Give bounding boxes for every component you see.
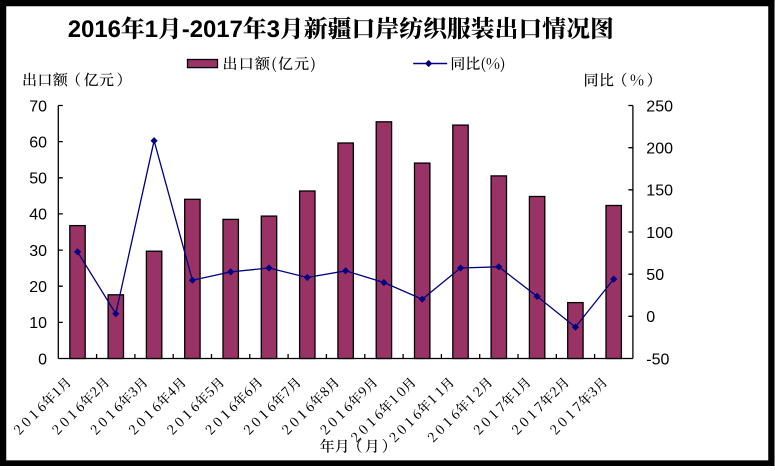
- svg-text:250: 250: [646, 98, 673, 115]
- svg-text:70: 70: [29, 98, 47, 115]
- svg-text:200: 200: [646, 141, 673, 158]
- svg-text:40: 40: [29, 207, 47, 224]
- svg-text:20: 20: [29, 279, 47, 296]
- svg-text:10: 10: [29, 315, 47, 332]
- svg-text:60: 60: [29, 134, 47, 151]
- svg-text:50: 50: [29, 171, 47, 188]
- svg-text:0: 0: [646, 309, 655, 326]
- svg-text:-50: -50: [646, 351, 669, 368]
- svg-text:0: 0: [38, 351, 47, 368]
- svg-text:30: 30: [29, 243, 47, 260]
- svg-text:50: 50: [646, 267, 664, 284]
- svg-text:150: 150: [646, 183, 673, 200]
- svg-text:100: 100: [646, 225, 673, 242]
